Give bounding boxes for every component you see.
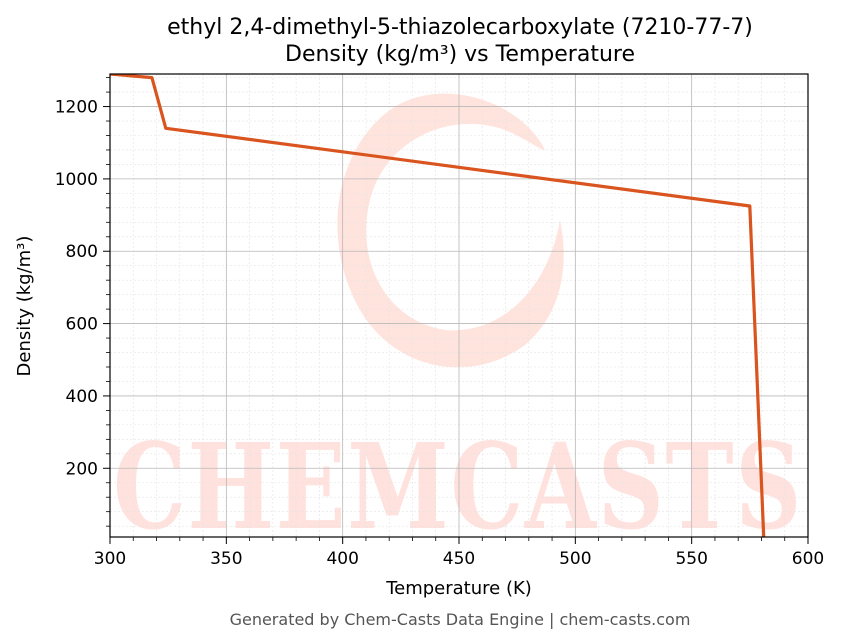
y-axis-ticks: 200 400 600 800 1000 1200 (55, 77, 110, 527)
watermark-text: CHEMCASTS (113, 417, 803, 556)
x-axis-label: Temperature (K) (385, 578, 532, 599)
y-tick-label: 1000 (55, 170, 98, 190)
y-tick-label: 800 (66, 242, 98, 262)
x-tick-label: 350 (210, 549, 242, 569)
x-tick-label: 300 (94, 549, 126, 569)
watermark-swirl (337, 93, 564, 368)
x-tick-label: 550 (675, 549, 707, 569)
x-axis-ticks: 300 350 400 450 500 550 600 (94, 537, 824, 569)
footer-credit: Generated by Chem-Casts Data Engine | ch… (230, 610, 691, 629)
x-tick-label: 400 (326, 549, 358, 569)
x-tick-label: 450 (443, 549, 475, 569)
y-tick-label: 200 (66, 459, 98, 479)
density-series-line (110, 74, 766, 537)
major-grid (109, 74, 809, 537)
chart-subtitle: Density (kg/m³) vs Temperature (285, 42, 635, 67)
y-axis-label: Density (kg/m³) (14, 236, 35, 377)
y-tick-label: 600 (66, 315, 98, 335)
series-layer (110, 74, 766, 537)
x-tick-label: 500 (559, 549, 591, 569)
y-tick-label: 400 (66, 387, 98, 407)
x-tick-label: 600 (792, 549, 824, 569)
chart-title: ethyl 2,4-dimethyl-5-thiazolecarboxylate… (167, 15, 753, 40)
chemcasts-watermark: CHEMCASTS (113, 93, 803, 556)
y-tick-label: 1200 (55, 98, 98, 118)
